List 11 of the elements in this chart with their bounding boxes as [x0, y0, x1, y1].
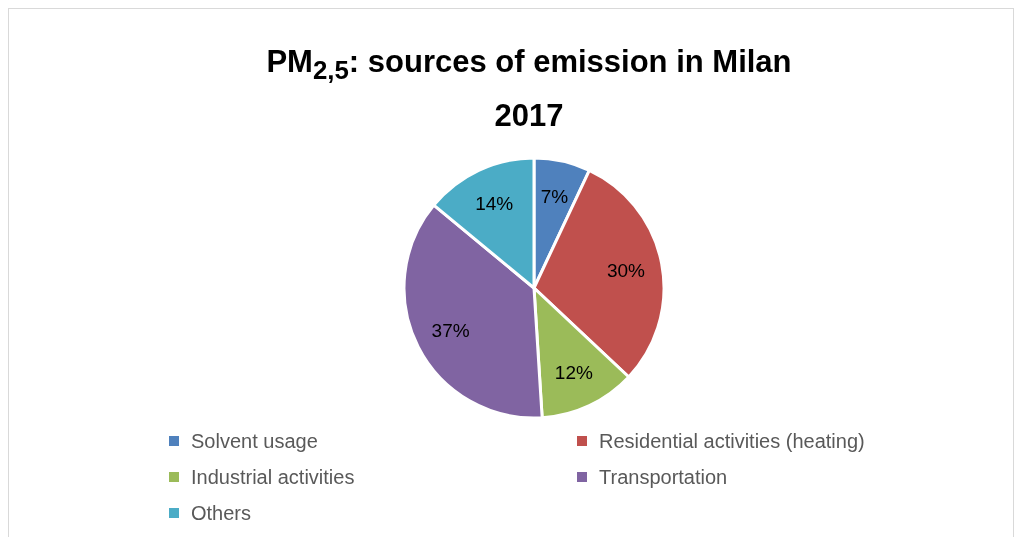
data-label: 12% [554, 362, 593, 384]
data-label: 30% [606, 259, 646, 281]
legend-label: Others [191, 501, 252, 525]
data-label: 37% [431, 319, 470, 341]
chart-title: PM$_{2,5}$: sources of emission in Milan 2017 [265, 43, 793, 136]
data-label: 7% [540, 186, 569, 208]
legend-label: Solvent usage [191, 429, 318, 453]
data-label: 14% [475, 192, 514, 214]
legend-label: Industrial activities [191, 465, 355, 489]
legend-label: Transportation [599, 465, 728, 489]
legend-label: Residential activities (heating) [599, 429, 865, 453]
